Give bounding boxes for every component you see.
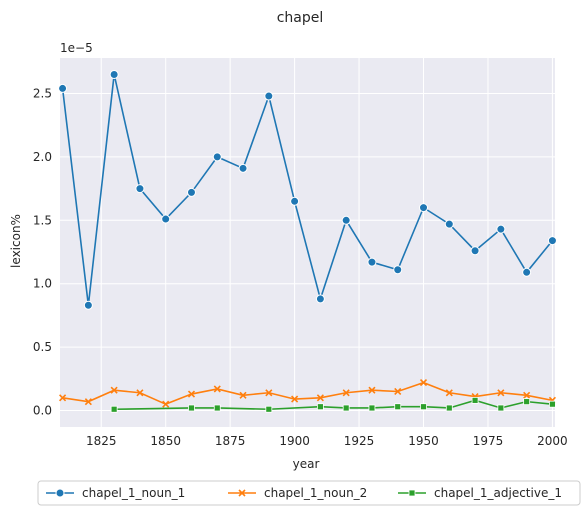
data-point [136,389,144,397]
legend-label: chapel_1_adjective_1 [434,486,562,500]
x-tick-label: 1850 [150,434,181,448]
y-tick-label: 0.5 [33,340,52,354]
legend-entry-chapel_1_noun_1: chapel_1_noun_1 [46,486,185,500]
x-tick-label: 2000 [537,434,568,448]
data-point [393,265,403,275]
data-point [445,404,453,412]
data-point [470,246,480,256]
data-point [55,488,65,498]
x-tick-label: 1875 [215,434,246,448]
legend-entry-chapel_1_adjective_1: chapel_1_adjective_1 [398,486,562,500]
series-line [61,74,554,306]
data-point [523,391,531,399]
x-axis-label: year [293,457,320,471]
y-axis-ticks: 0.0 0.5 1.0 1.5 2.0 2.5 [33,87,52,418]
data-point [444,219,454,229]
data-point [187,390,196,398]
data-point [186,187,196,197]
y-axis-multiplier: 1e−5 [60,41,93,55]
y-tick-label: 1.0 [33,277,52,291]
y-axis-label: lexicon% [9,214,23,268]
data-point [316,394,324,402]
series-chapel_1_noun_2 [59,379,556,408]
data-point [523,398,531,406]
data-point [549,400,556,408]
data-point [84,398,92,406]
x-axis-ticks: 1825 1850 1875 1900 1925 1950 1975 2000 [86,434,568,448]
x-tick-label: 1900 [279,434,310,448]
x-tick-label: 1825 [86,434,117,448]
x-tick-label: 1925 [344,434,375,448]
legend-label: chapel_1_noun_2 [264,486,367,500]
data-point [368,404,376,412]
series-chapel_1_noun_1 [58,69,557,310]
plot-area [60,58,555,427]
data-point [315,294,325,304]
series-layer [58,69,557,413]
data-point [367,257,377,267]
data-point [445,389,453,397]
y-tick-label: 1.5 [33,213,52,227]
data-point [213,385,221,393]
data-point [394,403,402,411]
data-point [408,489,416,497]
data-point [161,214,171,224]
legend-frame [37,480,581,506]
data-point [264,91,274,101]
data-point [394,387,402,396]
data-point [496,224,506,234]
data-point [109,69,119,79]
data-point [213,404,221,412]
data-point [419,379,428,387]
data-point [497,404,505,412]
chart-title: chapel [277,10,324,26]
data-point [522,267,532,277]
data-point [547,236,557,246]
data-point [368,386,376,394]
y-tick-label: 2.0 [33,150,52,164]
series-line [114,399,553,411]
series-line [62,381,553,406]
data-point [212,152,222,162]
data-point [471,396,479,404]
data-point [290,196,300,206]
x-tick-label: 1975 [473,434,504,448]
data-point [83,300,93,310]
y-tick-label: 2.5 [33,87,52,101]
data-point [342,389,350,397]
data-point [420,403,427,411]
data-point [342,404,350,412]
y-tick-label: 0.0 [33,404,52,418]
data-point [265,389,273,397]
legend-label: chapel_1_noun_1 [82,486,185,500]
series-chapel_1_adjective_1 [110,396,556,413]
data-point [497,389,505,397]
data-point [239,391,247,399]
data-point [135,184,145,194]
data-point [110,386,118,394]
legend-entry-chapel_1_noun_2: chapel_1_noun_2 [228,486,367,500]
data-point [188,404,195,412]
data-point [162,400,170,408]
data-point [58,83,68,93]
data-point [291,395,299,403]
data-point [59,394,67,402]
data-point [341,215,351,225]
data-point [110,405,118,413]
data-point [419,203,429,213]
data-point [316,403,324,411]
x-tick-label: 1950 [408,434,439,448]
legend: chapel_1_noun_1 chapel_1_noun_2 chapel_1_a… [37,480,581,506]
data-point [265,405,273,413]
data-point [238,163,248,173]
data-point [238,489,246,497]
